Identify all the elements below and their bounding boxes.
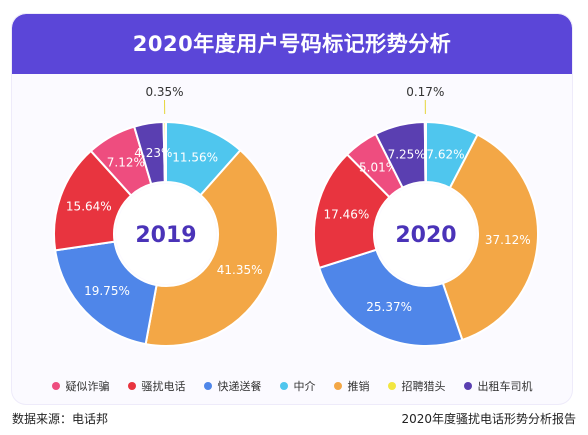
legend-item: 出租车司机 xyxy=(463,376,533,396)
chart-card: 2020年度用户号码标记形势分析 11.56% 41.35% 19.75% 15.64… xyxy=(12,14,572,404)
data-label-2019-0: 7.12% xyxy=(107,155,145,169)
report-name: 2020年度骚扰电话形势分析报告 xyxy=(401,412,576,426)
legend-swatch xyxy=(203,382,212,390)
data-label-2019-1: 15.64% xyxy=(66,199,112,213)
legend-swatch xyxy=(463,382,472,390)
legend-label: 快递送餐 xyxy=(217,380,262,393)
legend-label: 疑似诈骗 xyxy=(65,380,110,393)
data-label-2020-4: 37.12% xyxy=(485,233,531,247)
legend-item: 推销 xyxy=(333,376,370,396)
legend-item: 快递送餐 xyxy=(203,376,262,396)
year-label-2020: 2020 xyxy=(395,223,456,248)
legend-swatch xyxy=(127,382,136,390)
legend-label: 骚扰电话 xyxy=(141,380,186,393)
slice-2019-5 xyxy=(162,120,167,184)
data-label-2019-3: 11.56% xyxy=(172,150,218,164)
source-note: 数据来源：电话邦 xyxy=(12,412,109,426)
legend: 疑似诈骗 骚扰电话 快递送餐 中介 推销 招聘猎头 出租车司机 xyxy=(12,376,572,396)
donut-hole-2020 xyxy=(376,184,476,284)
slice-2019-2 xyxy=(54,240,158,346)
legend-item: 招聘猎头 xyxy=(387,376,446,396)
data-label-2020-6: 7.25% xyxy=(388,147,426,161)
legend-swatch xyxy=(333,382,342,390)
donut-charts: 11.56% 41.35% 19.75% 15.64% 7.12%4.23% 0.35% 2… xyxy=(53,85,539,347)
legend-label: 出租车司机 xyxy=(477,380,533,393)
legend-swatch xyxy=(279,382,288,390)
title-banner xyxy=(12,14,572,74)
legend-label: 推销 xyxy=(347,380,370,393)
slice-2019-4 xyxy=(144,148,279,347)
slice-2020-5 xyxy=(423,120,427,184)
data-label-2019-6: 4.23% xyxy=(134,146,172,160)
legend-swatch xyxy=(51,382,60,390)
chart-title: 2020年度用户号码标记形势分析 xyxy=(132,32,452,56)
data-label-2019-5: 0.35% xyxy=(145,85,183,99)
legend-swatch xyxy=(387,382,396,390)
data-label-2020-2: 25.37% xyxy=(366,300,412,314)
legend-item: 疑似诈骗 xyxy=(51,376,110,396)
data-label-2020-1: 17.46% xyxy=(323,207,369,221)
legend-item: 中介 xyxy=(279,376,316,396)
legend-label: 招聘猎头 xyxy=(401,380,446,393)
legend-label: 中介 xyxy=(293,380,316,393)
data-label-2020-0: 5.01% xyxy=(359,160,397,174)
slice-2020-2 xyxy=(317,248,464,347)
donut-hole-2019 xyxy=(116,184,216,284)
legend-item: 骚扰电话 xyxy=(127,376,186,396)
slice-2020-4 xyxy=(441,133,539,342)
data-label-2020-5: 0.17% xyxy=(406,85,444,99)
data-label-2019-2: 19.75% xyxy=(84,284,130,298)
year-label-2019: 2019 xyxy=(135,223,196,248)
data-label-2019-4: 41.35% xyxy=(217,263,263,277)
data-label-2020-3: 7.62% xyxy=(426,147,464,161)
